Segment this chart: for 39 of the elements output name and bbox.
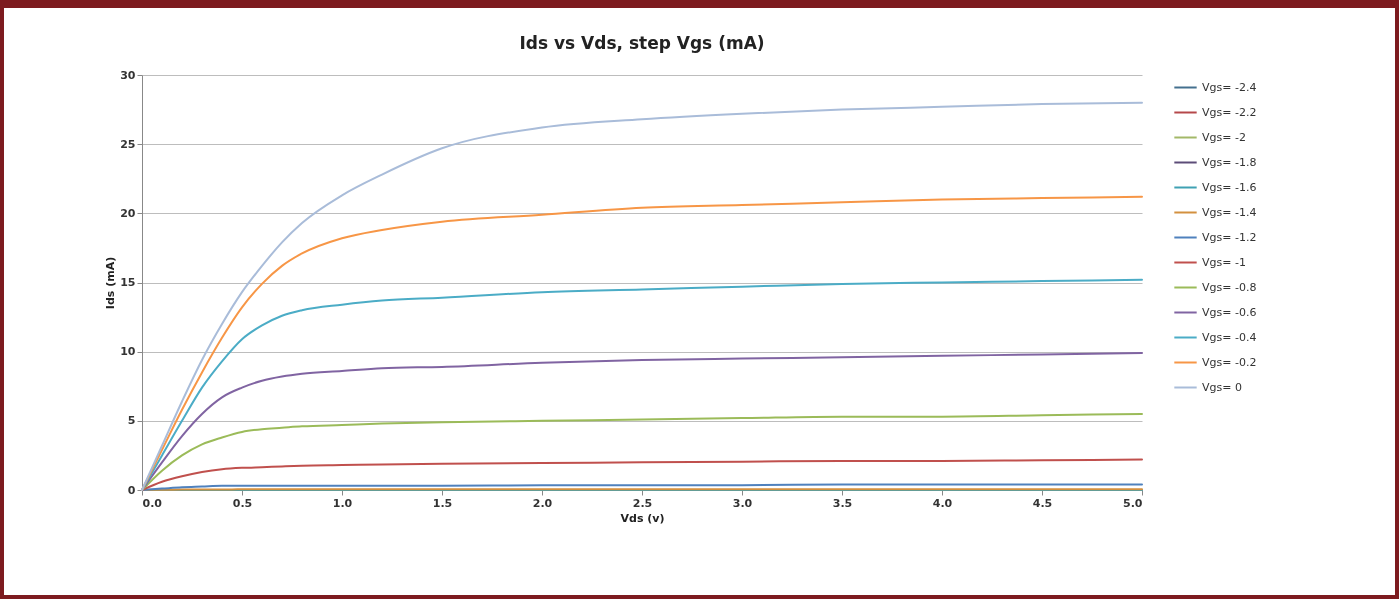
line-series <box>141 352 1143 491</box>
x-tick-label: 2.5 <box>632 496 653 510</box>
legend-label: Vgs= -1.4 <box>1202 205 1257 219</box>
y-tick-label: 30 <box>120 68 136 82</box>
y-tick-label: 0 <box>127 483 136 497</box>
line-series <box>141 101 1143 491</box>
x-tick-label: 4.0 <box>932 496 953 510</box>
x-tick-label: 0.0 <box>142 496 163 510</box>
legend-label: Vgs= -0.4 <box>1202 330 1257 344</box>
line-series <box>141 412 1143 491</box>
legend-label: Vgs= -1 <box>1202 255 1246 269</box>
legend-label: Vgs= -1.2 <box>1202 230 1257 244</box>
line-series <box>141 278 1143 491</box>
legend-label: Vgs= -0.2 <box>1202 355 1257 369</box>
x-tick-label: 2.0 <box>532 496 553 510</box>
x-tick-label: 5.0 <box>1123 496 1143 510</box>
legend-label: Vgs= -0.8 <box>1202 280 1257 294</box>
x-tick-label: 1.5 <box>432 496 453 510</box>
y-axis-title: Ids (mA) <box>104 256 118 310</box>
legend-label: Vgs= -0.6 <box>1202 305 1257 319</box>
x-tick-label: 0.5 <box>232 496 253 510</box>
x-axis-title: Vds (v) <box>620 511 665 525</box>
legend-label: Vgs= -2.2 <box>1202 105 1257 119</box>
y-tick-label: 10 <box>120 345 136 359</box>
legend-label: Vgs= -1.6 <box>1202 180 1257 194</box>
chart-title: Ids vs Vds, step Vgs (mA) <box>519 33 765 53</box>
y-tick-label: 15 <box>120 276 136 289</box>
legend-label: Vgs= -2 <box>1202 130 1246 144</box>
x-tick-label: 3.5 <box>832 496 853 510</box>
x-tick-label: 4.5 <box>1032 496 1053 510</box>
x-tick-label: 3.0 <box>732 496 753 510</box>
line-series <box>141 458 1143 491</box>
x-tick-label: 1.0 <box>332 496 353 510</box>
legend-label: Vgs= 0 <box>1202 380 1242 394</box>
y-tick-label: 20 <box>120 206 136 220</box>
y-tick-label: 5 <box>127 414 136 428</box>
y-tick-label: 25 <box>120 137 136 151</box>
legend-label: Vgs= -1.8 <box>1202 155 1257 169</box>
legend-label: Vgs= -2.4 <box>1202 80 1257 94</box>
